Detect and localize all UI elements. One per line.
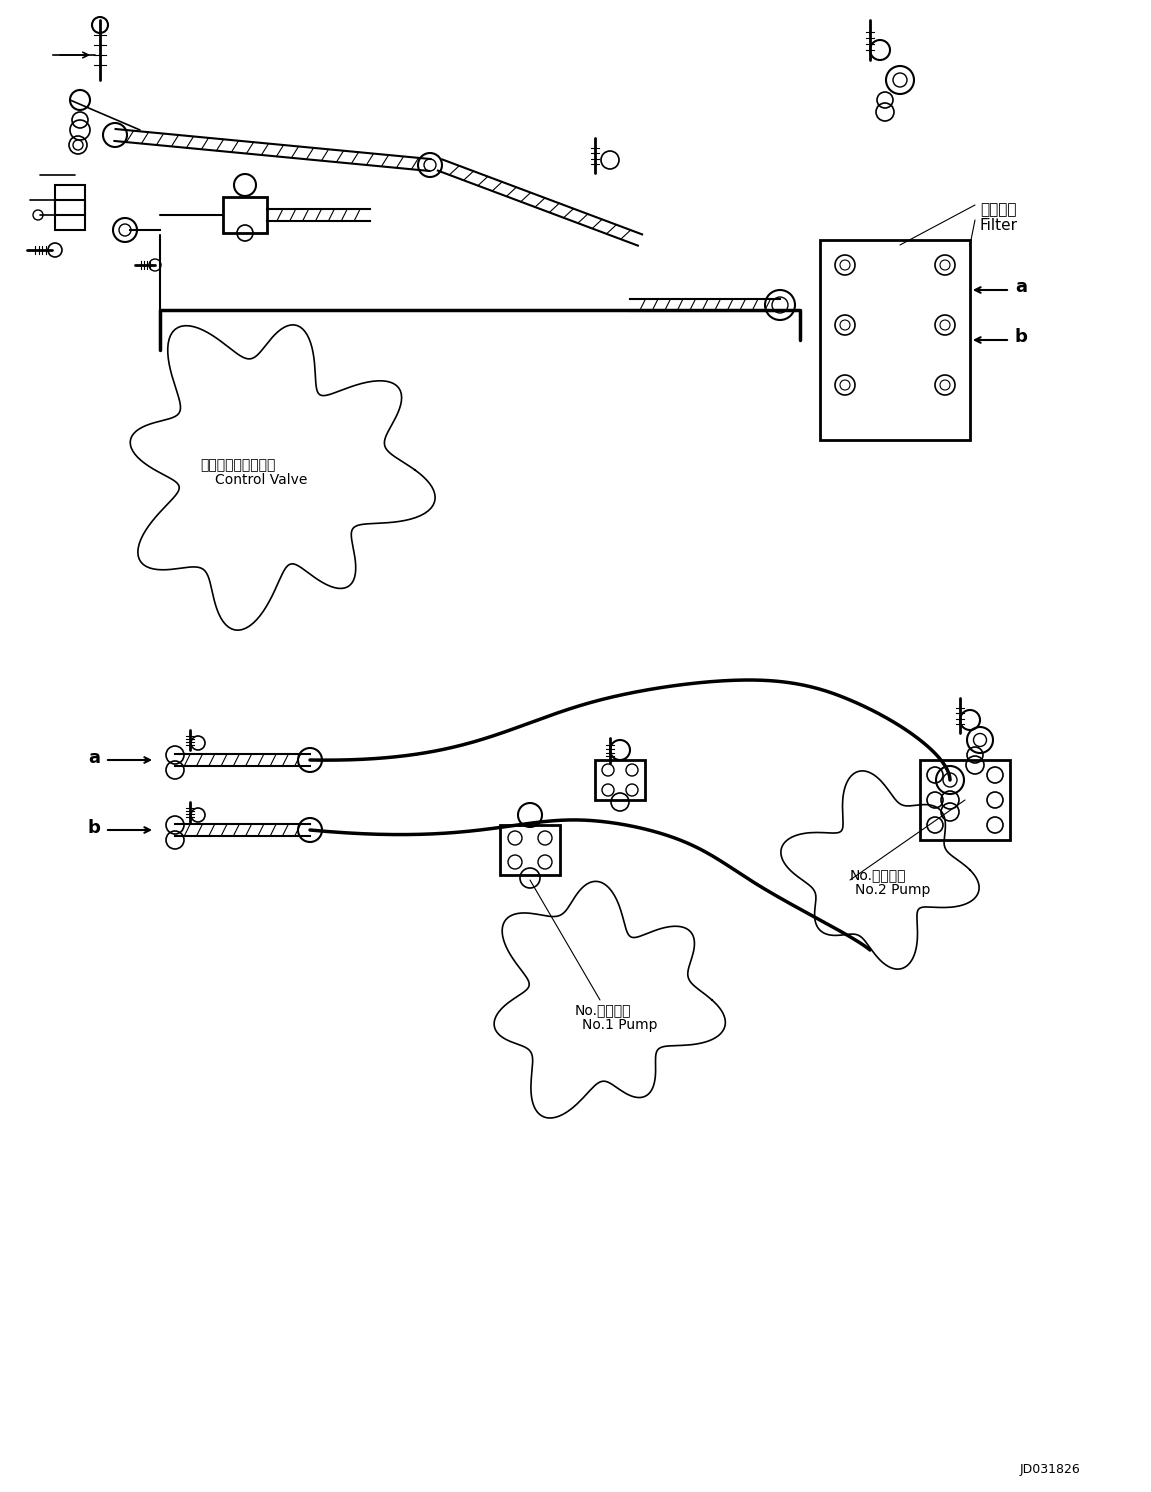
Bar (920, 759, 1009, 840)
Text: Filter: Filter (980, 218, 1017, 233)
Bar (223, 197, 267, 233)
Bar (55, 200, 85, 230)
Text: コントロールバルブ: コントロールバルブ (200, 458, 275, 471)
Text: b: b (87, 819, 100, 837)
Text: No.2 Pump: No.2 Pump (855, 883, 930, 897)
Bar (595, 759, 645, 800)
Text: フィルタ: フィルタ (980, 203, 1016, 218)
Text: JD031826: JD031826 (1020, 1464, 1081, 1477)
Bar (820, 240, 970, 440)
Text: b: b (1015, 328, 1028, 346)
Bar (500, 825, 561, 874)
Text: a: a (87, 749, 100, 767)
Text: Control Valve: Control Valve (215, 473, 307, 486)
Bar (55, 185, 85, 215)
Text: No.１ポンプ: No.１ポンプ (576, 1003, 632, 1018)
Text: No.２ポンプ: No.２ポンプ (849, 868, 907, 882)
Text: No.1 Pump: No.1 Pump (582, 1018, 657, 1032)
Text: a: a (1015, 278, 1027, 295)
